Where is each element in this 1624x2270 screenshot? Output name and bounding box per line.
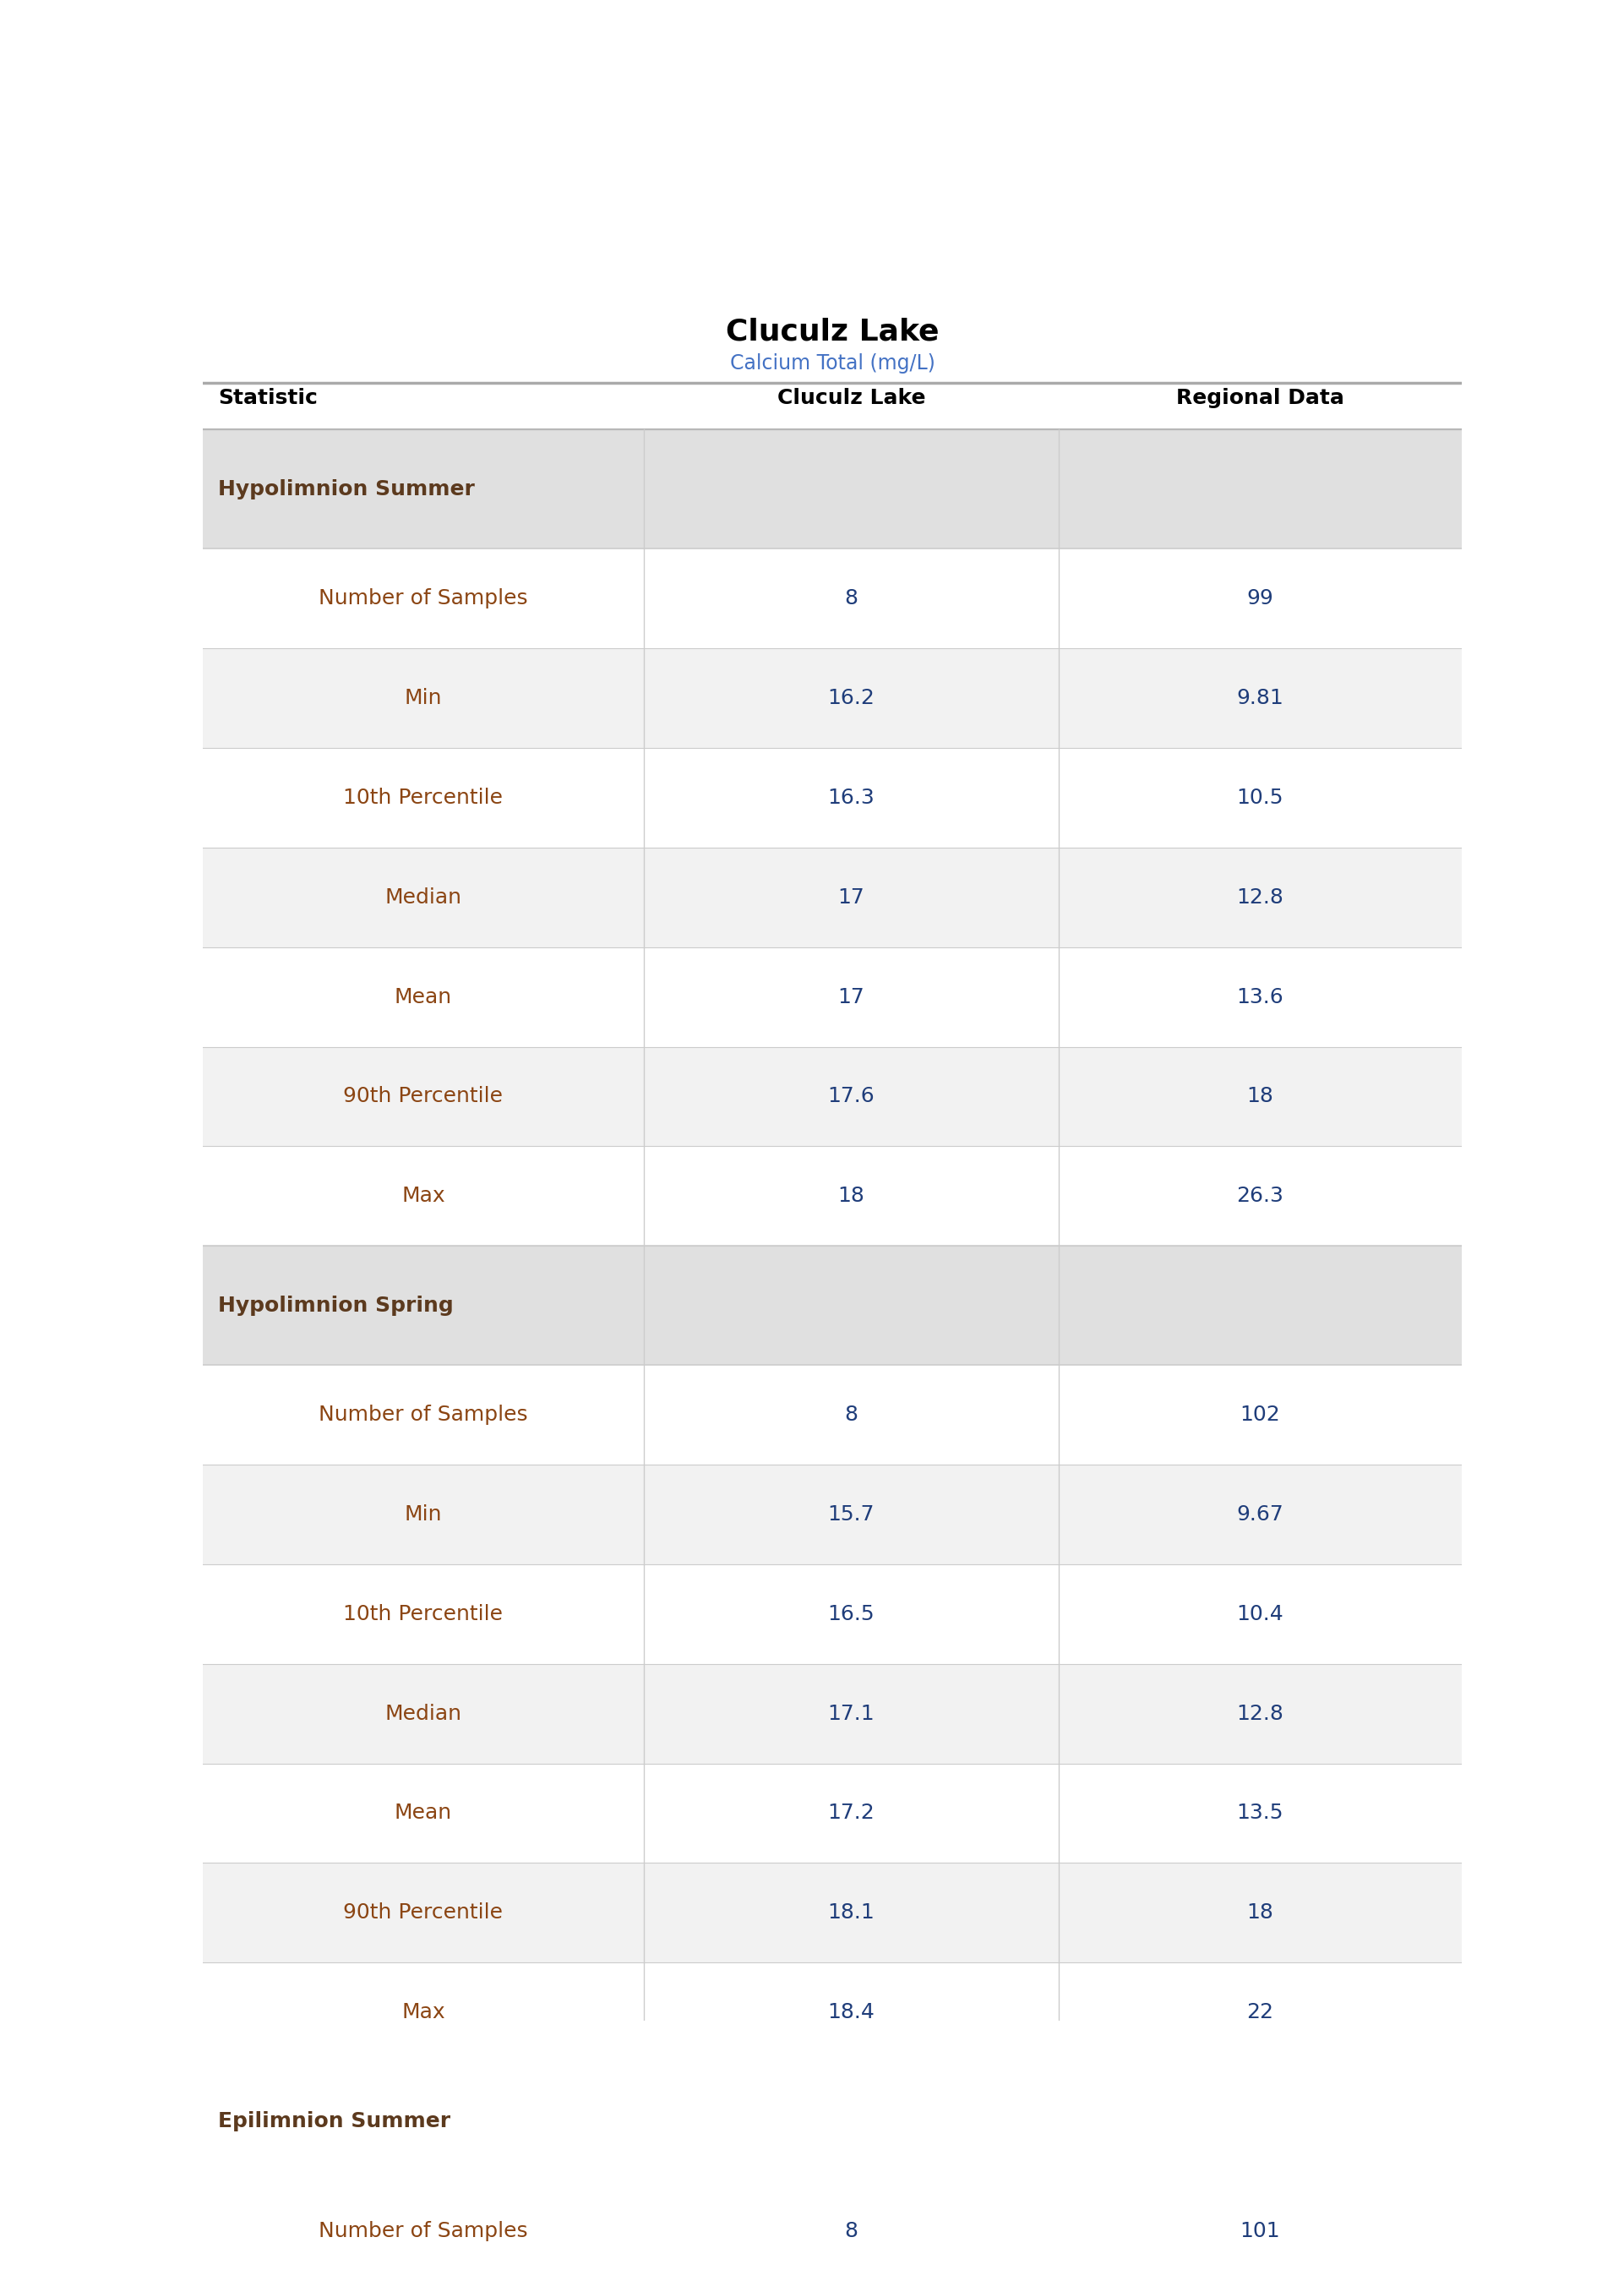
Text: 17.6: 17.6 bbox=[828, 1087, 875, 1108]
Bar bbox=[203, 1046, 1462, 1146]
Text: Cluculz Lake: Cluculz Lake bbox=[776, 388, 926, 409]
Text: 8: 8 bbox=[844, 588, 857, 608]
Bar bbox=[203, 1464, 1462, 1564]
Text: Median: Median bbox=[385, 1702, 461, 1723]
Text: Hypolimnion Summer: Hypolimnion Summer bbox=[218, 479, 474, 499]
Text: 18.1: 18.1 bbox=[828, 1902, 875, 1923]
Text: 16.5: 16.5 bbox=[828, 1605, 875, 1623]
Text: 18: 18 bbox=[838, 1185, 864, 1205]
Text: 18.4: 18.4 bbox=[828, 2002, 875, 2023]
Text: 10.4: 10.4 bbox=[1236, 1605, 1285, 1623]
Text: Median: Median bbox=[385, 888, 461, 908]
Text: Statistic: Statistic bbox=[218, 388, 318, 409]
Bar bbox=[203, 2181, 1462, 2270]
Text: 16.3: 16.3 bbox=[828, 788, 875, 808]
Text: 90th Percentile: 90th Percentile bbox=[343, 1902, 503, 1923]
Text: Max: Max bbox=[401, 2002, 445, 2023]
Bar bbox=[203, 847, 1462, 947]
Bar bbox=[203, 1764, 1462, 1864]
Text: 10th Percentile: 10th Percentile bbox=[343, 1605, 503, 1623]
Text: Min: Min bbox=[404, 688, 442, 708]
Text: 22: 22 bbox=[1247, 2002, 1273, 2023]
Bar bbox=[203, 1664, 1462, 1764]
Text: 8: 8 bbox=[844, 1405, 857, 1426]
Text: 13.6: 13.6 bbox=[1236, 987, 1285, 1008]
Text: 10.5: 10.5 bbox=[1237, 788, 1283, 808]
Text: 18: 18 bbox=[1247, 1902, 1273, 1923]
Bar bbox=[203, 429, 1462, 549]
Bar bbox=[203, 1146, 1462, 1246]
Text: 101: 101 bbox=[1241, 2220, 1280, 2240]
Text: 16.2: 16.2 bbox=[828, 688, 875, 708]
Text: 8: 8 bbox=[844, 2220, 857, 2240]
Text: 13.5: 13.5 bbox=[1237, 1802, 1283, 1823]
Text: Calcium Total (mg/L): Calcium Total (mg/L) bbox=[729, 354, 935, 375]
Text: Number of Samples: Number of Samples bbox=[318, 588, 528, 608]
Bar bbox=[203, 1864, 1462, 1964]
Text: 18: 18 bbox=[1247, 1087, 1273, 1108]
Text: 90th Percentile: 90th Percentile bbox=[343, 1087, 503, 1108]
Text: Min: Min bbox=[404, 1505, 442, 1525]
Text: Max: Max bbox=[401, 1185, 445, 1205]
Text: 15.7: 15.7 bbox=[828, 1505, 875, 1525]
Text: 12.8: 12.8 bbox=[1236, 1702, 1285, 1723]
Text: Number of Samples: Number of Samples bbox=[318, 1405, 528, 1426]
Text: 17.2: 17.2 bbox=[828, 1802, 875, 1823]
Bar bbox=[203, 549, 1462, 649]
Bar bbox=[203, 1246, 1462, 1364]
Text: 17: 17 bbox=[838, 987, 864, 1008]
Text: 17: 17 bbox=[838, 888, 864, 908]
Text: 17.1: 17.1 bbox=[828, 1702, 875, 1723]
Bar bbox=[203, 1564, 1462, 1664]
Text: Hypolimnion Spring: Hypolimnion Spring bbox=[218, 1296, 453, 1317]
Text: 12.8: 12.8 bbox=[1236, 888, 1285, 908]
Bar bbox=[203, 1964, 1462, 2061]
Text: 9.81: 9.81 bbox=[1236, 688, 1285, 708]
Text: 9.67: 9.67 bbox=[1236, 1505, 1285, 1525]
Text: 99: 99 bbox=[1247, 588, 1273, 608]
Bar bbox=[203, 747, 1462, 847]
Text: Regional Data: Regional Data bbox=[1176, 388, 1345, 409]
Text: 102: 102 bbox=[1241, 1405, 1280, 1426]
Bar bbox=[203, 1364, 1462, 1464]
Text: Mean: Mean bbox=[395, 1802, 451, 1823]
Text: Cluculz Lake: Cluculz Lake bbox=[726, 318, 939, 347]
Bar bbox=[203, 2061, 1462, 2181]
Text: Number of Samples: Number of Samples bbox=[318, 2220, 528, 2240]
Bar bbox=[203, 947, 1462, 1046]
Bar bbox=[203, 649, 1462, 747]
Text: 26.3: 26.3 bbox=[1236, 1185, 1285, 1205]
Text: Epilimnion Summer: Epilimnion Summer bbox=[218, 2111, 450, 2132]
Text: Mean: Mean bbox=[395, 987, 451, 1008]
Text: 10th Percentile: 10th Percentile bbox=[343, 788, 503, 808]
